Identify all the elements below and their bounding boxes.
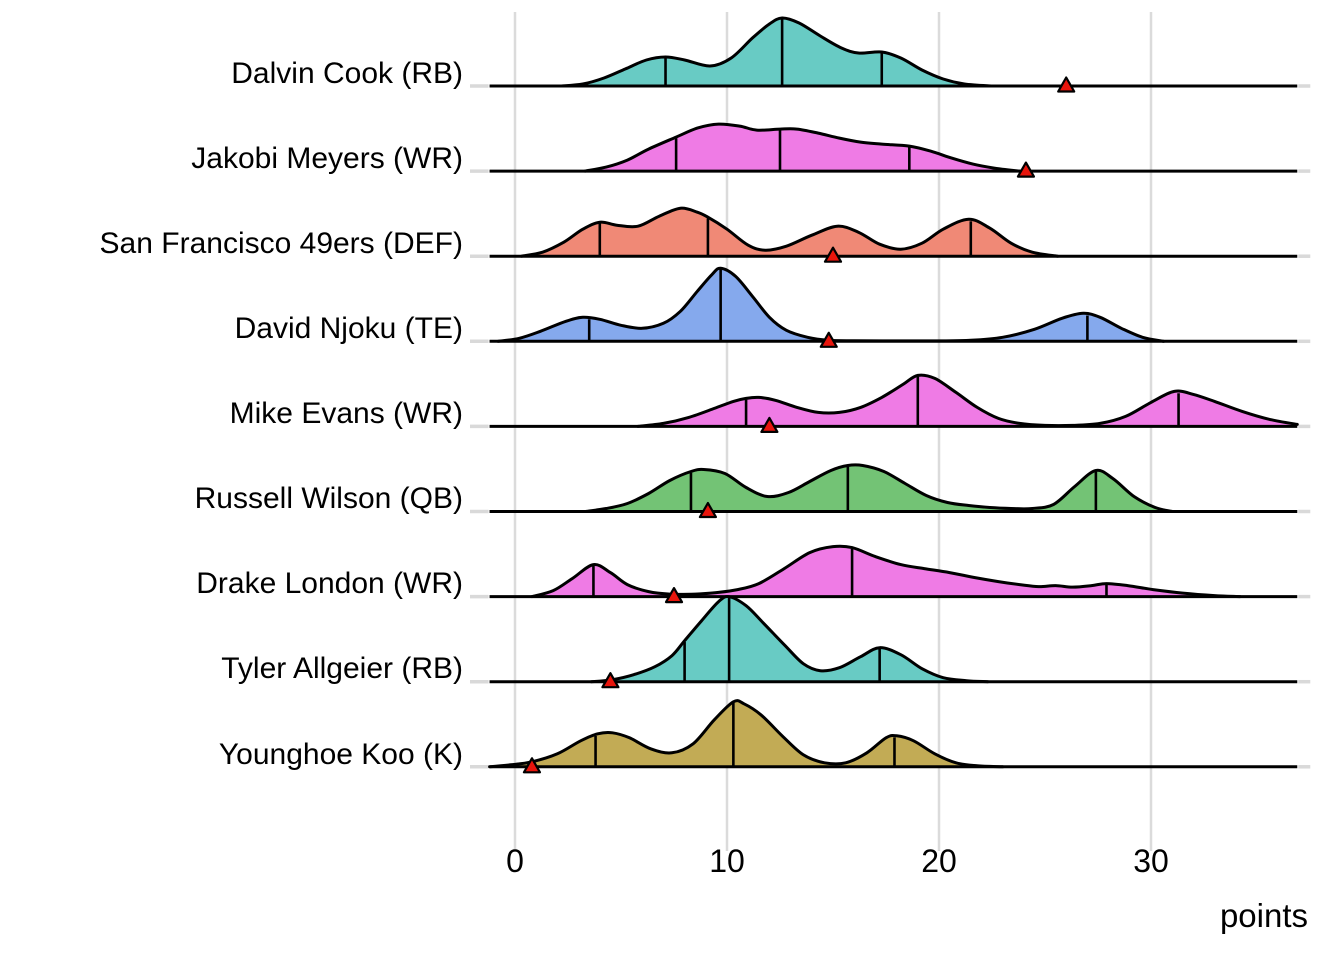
ridge-row-3 [470, 266, 1311, 348]
ridge-row-2 [470, 206, 1311, 263]
actual-points-marker [522, 757, 542, 774]
row-label-david-njoku: David Njoku (TE) [235, 312, 463, 345]
actual-points-marker [698, 501, 718, 519]
actual-points-marker [1057, 76, 1076, 93]
row-labels: Dalvin Cook (RB) Jakobi Meyers (WR) San … [100, 57, 463, 771]
density-area [489, 700, 1003, 767]
row-label-tyler-allgeier: Tyler Allgeier (RB) [221, 652, 463, 685]
actual-points-marker [601, 672, 620, 689]
actual-points-marker [819, 331, 838, 348]
density-area [521, 208, 1058, 257]
ridge-row-5 [470, 463, 1311, 519]
ridge-row-8 [470, 699, 1311, 774]
density-area [532, 546, 1240, 597]
x-tick-0: 0 [506, 843, 524, 879]
x-tick-10: 10 [709, 843, 745, 879]
row-label-russell-wilson: Russell Wilson (QB) [195, 482, 463, 515]
x-axis-title: points [1220, 897, 1308, 934]
density-curve [488, 699, 1005, 769]
x-tick-30: 30 [1133, 843, 1169, 879]
x-tick-20: 20 [921, 843, 957, 879]
ridge-rows [470, 16, 1311, 774]
ridge-row-1 [470, 122, 1311, 178]
actual-points-marker [664, 586, 684, 604]
density-curve [589, 595, 990, 684]
actual-points-marker [760, 416, 779, 433]
x-axis-tick-labels: 0 10 20 30 [506, 843, 1169, 879]
row-label-mike-evans: Mike Evans (WR) [230, 397, 463, 430]
density-area [585, 124, 1020, 172]
ridge-row-0 [470, 16, 1311, 93]
actual-points-marker [1016, 161, 1036, 178]
density-curve [530, 544, 1242, 599]
ridge-row-4 [470, 373, 1311, 433]
row-label-jakobi-meyers: Jakobi Meyers (WR) [191, 142, 463, 175]
density-curve [636, 373, 1299, 428]
density-curve [519, 206, 1060, 258]
density-curve [496, 266, 1166, 343]
density-curve [583, 122, 1022, 173]
density-curve [560, 16, 994, 88]
ridge-row-7 [470, 595, 1311, 689]
ridge-row-6 [470, 544, 1311, 604]
density-area [498, 268, 1164, 342]
density-area [561, 17, 992, 86]
density-area [585, 464, 1173, 512]
actual-points-marker [823, 246, 843, 263]
row-label-drake-london: Drake London (WR) [196, 567, 463, 600]
row-label-sf-49ers: San Francisco 49ers (DEF) [100, 227, 463, 260]
density-curve [583, 463, 1174, 513]
density-area [591, 596, 988, 682]
row-label-younghoe-koo: Younghoe Koo (K) [219, 738, 463, 771]
row-label-dalvin-cook: Dalvin Cook (RB) [231, 57, 463, 90]
